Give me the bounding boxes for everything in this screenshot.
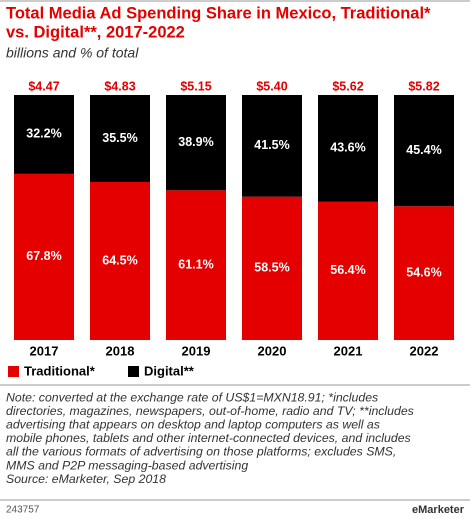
source: Source: eMarketer, Sep 2018 bbox=[6, 472, 166, 486]
total-label: $5.82 bbox=[408, 79, 439, 93]
bar-segment bbox=[242, 196, 302, 340]
total-label: $4.47 bbox=[28, 79, 59, 93]
bar-segment bbox=[318, 95, 378, 202]
bar-segment bbox=[90, 181, 150, 340]
bar-segment bbox=[90, 95, 150, 182]
segment-label: 32.2% bbox=[26, 127, 61, 141]
legend-swatch bbox=[8, 366, 19, 377]
x-tick-label: 2019 bbox=[182, 343, 211, 358]
note-line: all the various formats of advertising o… bbox=[6, 445, 396, 459]
bar-segment bbox=[14, 173, 74, 340]
legend-swatch bbox=[128, 366, 139, 377]
brand: eMarketer bbox=[412, 504, 465, 516]
bar-segment bbox=[394, 95, 454, 207]
chart-title: Total Media Ad Spending Share in Mexico,… bbox=[6, 4, 431, 22]
segment-label: 54.6% bbox=[406, 265, 441, 279]
segment-label: 58.5% bbox=[254, 261, 289, 275]
x-tick-label: 2020 bbox=[258, 343, 287, 358]
bar-segment bbox=[14, 95, 74, 174]
segment-label: 45.4% bbox=[406, 143, 441, 157]
x-tick-label: 2017 bbox=[30, 343, 59, 358]
note-line: MMS and P2P messaging-based advertising bbox=[6, 458, 248, 472]
bar-segment bbox=[394, 206, 454, 340]
legend-label: Digital** bbox=[144, 363, 195, 378]
note-line: Note: converted at the exchange rate of … bbox=[6, 390, 378, 404]
segment-label: 35.5% bbox=[102, 131, 137, 145]
note-line: mobile phones, tablets and other interne… bbox=[6, 431, 411, 445]
chart-title: vs. Digital**, 2017-2022 bbox=[6, 23, 185, 41]
total-label: $5.15 bbox=[180, 79, 211, 93]
x-tick-label: 2018 bbox=[106, 343, 135, 358]
note-line: directories, magazines, newspapers, out-… bbox=[6, 404, 414, 418]
segment-label: 56.4% bbox=[330, 263, 365, 277]
note-line: advertising that appears on desktop and … bbox=[6, 417, 380, 431]
x-tick-label: 2022 bbox=[410, 343, 439, 358]
segment-label: 61.1% bbox=[178, 257, 213, 271]
segment-label: 41.5% bbox=[254, 138, 289, 152]
segment-label: 64.5% bbox=[102, 253, 137, 267]
chart-subtitle: billions and % of total bbox=[6, 45, 139, 61]
total-label: $4.83 bbox=[104, 79, 135, 93]
segment-label: 67.8% bbox=[26, 249, 61, 263]
bar-segment bbox=[242, 95, 302, 197]
bar-segment bbox=[166, 95, 226, 191]
x-tick-label: 2021 bbox=[334, 343, 363, 358]
legend-label: Traditional* bbox=[24, 363, 96, 378]
total-label: $5.62 bbox=[332, 79, 363, 93]
chart-id: 243757 bbox=[6, 505, 40, 516]
segment-label: 43.6% bbox=[330, 141, 365, 155]
bar-segment bbox=[318, 201, 378, 340]
total-label: $5.40 bbox=[256, 79, 287, 93]
bar-segment bbox=[166, 190, 226, 340]
segment-label: 38.9% bbox=[178, 135, 213, 149]
